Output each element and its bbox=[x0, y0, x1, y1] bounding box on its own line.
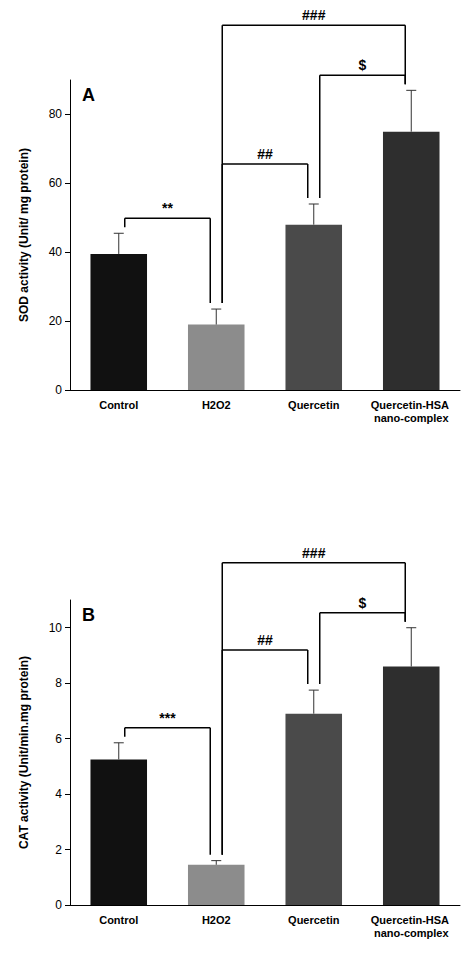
svg-text:CAT activity (Unit/min.mg prot: CAT activity (Unit/min.mg protein) bbox=[17, 656, 31, 849]
svg-text:0: 0 bbox=[55, 898, 62, 912]
svg-text:40: 40 bbox=[49, 245, 63, 259]
svg-text:###: ### bbox=[302, 7, 326, 23]
svg-text:$: $ bbox=[359, 57, 367, 73]
svg-text:##: ## bbox=[257, 146, 273, 162]
svg-text:80: 80 bbox=[49, 107, 63, 121]
svg-text:nano-complex: nano-complex bbox=[374, 412, 449, 424]
svg-text:**: ** bbox=[162, 200, 173, 216]
svg-text:Quercetin: Quercetin bbox=[288, 399, 340, 411]
svg-text:0: 0 bbox=[55, 383, 62, 397]
svg-text:4: 4 bbox=[55, 787, 62, 801]
svg-text:Quercetin-HSA: Quercetin-HSA bbox=[371, 914, 452, 926]
svg-text:Control: Control bbox=[99, 399, 138, 411]
svg-text:SOD activity (Unit/ mg protein: SOD activity (Unit/ mg protein) bbox=[17, 148, 31, 322]
svg-text:###: ### bbox=[302, 545, 326, 561]
svg-text:Quercetin: Quercetin bbox=[288, 914, 340, 926]
svg-text:Quercetin-HSA: Quercetin-HSA bbox=[371, 399, 452, 411]
svg-text:8: 8 bbox=[55, 676, 62, 690]
svg-text:6: 6 bbox=[55, 732, 62, 746]
svg-text:B: B bbox=[82, 605, 95, 625]
svg-text:$: $ bbox=[359, 595, 367, 611]
svg-text:nano-complex: nano-complex bbox=[374, 927, 449, 939]
svg-text:Control: Control bbox=[99, 914, 138, 926]
svg-text:2: 2 bbox=[55, 843, 62, 857]
svg-text:20: 20 bbox=[49, 314, 63, 328]
svg-text:***: *** bbox=[159, 710, 176, 726]
svg-text:H2O2: H2O2 bbox=[202, 399, 231, 411]
svg-text:##: ## bbox=[257, 632, 273, 648]
svg-text:60: 60 bbox=[49, 176, 63, 190]
svg-text:H2O2: H2O2 bbox=[202, 914, 231, 926]
svg-text:10: 10 bbox=[49, 621, 63, 635]
svg-text:A: A bbox=[82, 85, 95, 105]
